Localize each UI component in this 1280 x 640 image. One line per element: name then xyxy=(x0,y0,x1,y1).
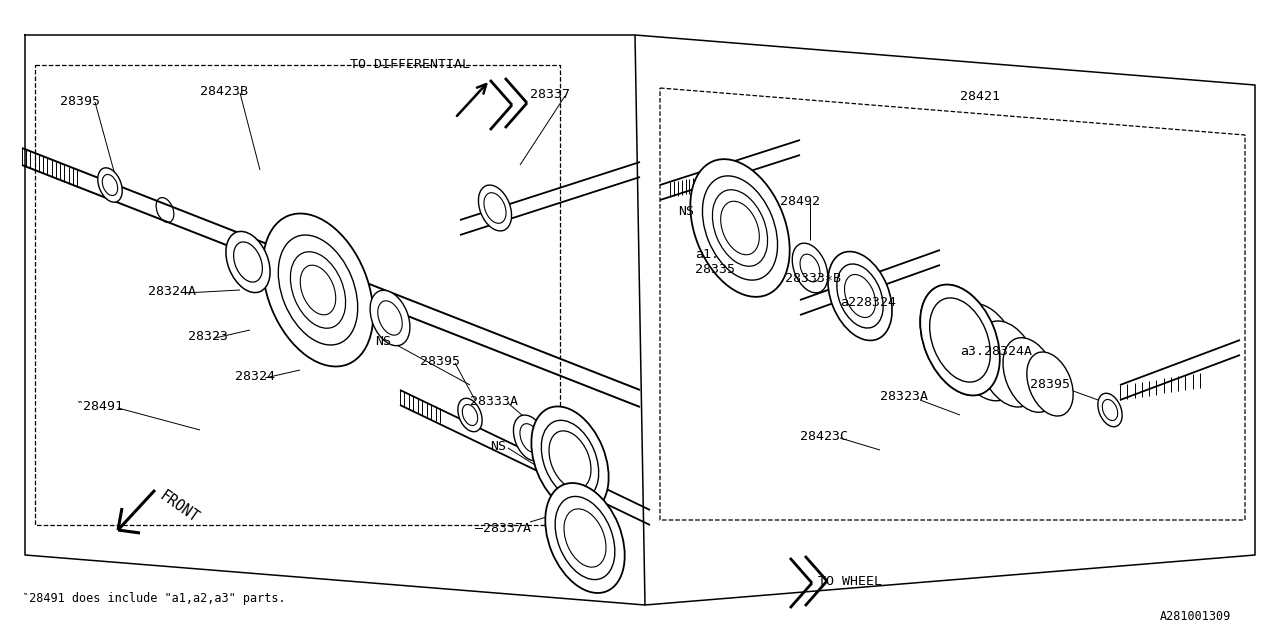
Ellipse shape xyxy=(1098,393,1123,427)
Text: 28324A: 28324A xyxy=(148,285,196,298)
Text: 28333A: 28333A xyxy=(470,395,518,408)
Ellipse shape xyxy=(541,420,599,500)
Ellipse shape xyxy=(1027,352,1073,416)
Text: a1.: a1. xyxy=(695,248,719,261)
Ellipse shape xyxy=(234,242,262,282)
Ellipse shape xyxy=(690,159,790,297)
Ellipse shape xyxy=(920,285,1000,396)
Ellipse shape xyxy=(713,189,768,266)
Ellipse shape xyxy=(929,298,991,382)
Ellipse shape xyxy=(1004,338,1057,412)
Ellipse shape xyxy=(549,431,591,489)
Text: 28395: 28395 xyxy=(60,95,100,108)
Text: 28335: 28335 xyxy=(695,263,735,276)
Ellipse shape xyxy=(828,252,892,340)
Ellipse shape xyxy=(278,235,357,345)
Text: A281001309: A281001309 xyxy=(1160,610,1231,623)
Text: 28395: 28395 xyxy=(420,355,460,368)
Text: 28421: 28421 xyxy=(960,90,1000,103)
Text: —28337A: —28337A xyxy=(475,522,531,535)
Text: 28333∗B: 28333∗B xyxy=(785,272,841,285)
Text: 28323A: 28323A xyxy=(881,390,928,403)
Text: TO DIFFERENTIAL: TO DIFFERENTIAL xyxy=(349,58,470,71)
Text: 28423B: 28423B xyxy=(200,85,248,98)
Ellipse shape xyxy=(102,175,118,196)
Ellipse shape xyxy=(792,243,828,293)
Ellipse shape xyxy=(703,176,777,280)
Ellipse shape xyxy=(920,285,1000,396)
Ellipse shape xyxy=(479,185,512,231)
Ellipse shape xyxy=(977,321,1039,407)
Ellipse shape xyxy=(458,398,483,432)
Ellipse shape xyxy=(370,291,410,346)
Text: 28324: 28324 xyxy=(236,370,275,383)
Text: 28395: 28395 xyxy=(1030,378,1070,391)
Text: 28492: 28492 xyxy=(780,195,820,208)
Text: TO WHEEL: TO WHEEL xyxy=(818,575,882,588)
Ellipse shape xyxy=(291,252,346,328)
Ellipse shape xyxy=(262,214,374,367)
Ellipse shape xyxy=(225,232,270,292)
Text: 28337: 28337 xyxy=(530,88,570,101)
Ellipse shape xyxy=(545,483,625,593)
Ellipse shape xyxy=(837,264,883,328)
Text: ‶28491: ‶28491 xyxy=(76,400,123,413)
Ellipse shape xyxy=(950,303,1020,401)
Ellipse shape xyxy=(513,415,547,461)
Ellipse shape xyxy=(484,193,506,223)
Text: ‶28491 does include "a1,a2,a3" parts.: ‶28491 does include "a1,a2,a3" parts. xyxy=(22,592,285,605)
Text: a228324: a228324 xyxy=(840,296,896,309)
Text: NS: NS xyxy=(678,205,694,218)
Ellipse shape xyxy=(556,497,614,580)
Text: 28423C: 28423C xyxy=(800,430,849,443)
Ellipse shape xyxy=(378,301,402,335)
Text: NS: NS xyxy=(490,440,506,453)
Text: 28323: 28323 xyxy=(188,330,228,343)
Text: FRONT: FRONT xyxy=(156,488,201,525)
Ellipse shape xyxy=(531,406,609,513)
Text: a3.28324A: a3.28324A xyxy=(960,345,1032,358)
Text: NS: NS xyxy=(375,335,390,348)
Ellipse shape xyxy=(97,168,122,202)
